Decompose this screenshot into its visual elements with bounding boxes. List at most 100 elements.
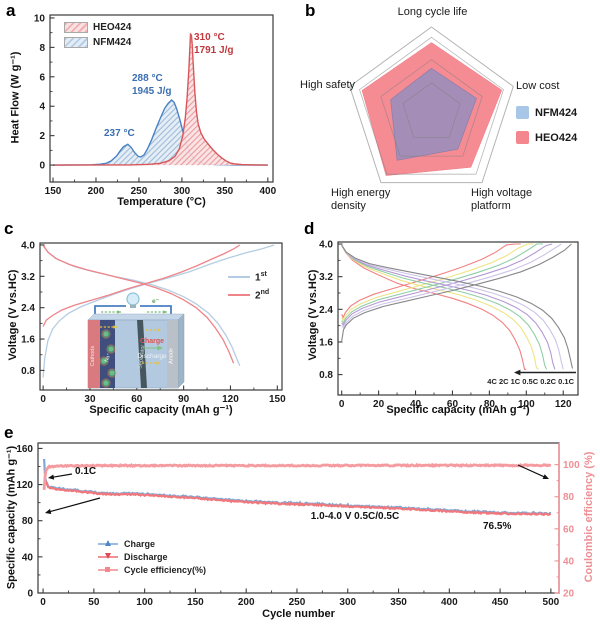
legend-item-nfm424: NFM424 <box>516 106 577 119</box>
radar-grid-ring <box>402 82 461 138</box>
battery-schematic-inset: e⁻ Cathode Na⁺ Separator Anode Charge Discharg… <box>87 292 185 389</box>
electron-label: e⁻ <box>152 298 160 305</box>
y-tick-label: 2 <box>39 131 45 142</box>
triangle-up-marker <box>105 540 111 546</box>
sodium-ion <box>108 369 116 377</box>
legend-item-2nd: 2nd <box>228 289 269 302</box>
panel-c-chart: 0 30 60 90 120 150 0.8 1.6 2.4 3.2 4.0 e⁻ Cathode Na⁺… <box>21 240 286 405</box>
right-y-tick-label: 40 <box>563 556 575 567</box>
y-tick-label: 3.2 <box>21 272 35 283</box>
x-tick-label: 200 <box>238 597 255 608</box>
y-tick-label: 2.4 <box>21 303 35 314</box>
plot-frame <box>49 14 274 183</box>
y-tick-label: 120 <box>16 480 33 491</box>
panel-a-yaxis-label: Heat Flow (W g⁻¹) <box>9 51 22 144</box>
panel-a-letter: a <box>6 1 16 20</box>
discharge-2C <box>341 245 539 370</box>
discharge-0.5C <box>341 245 556 370</box>
2nd-discharge-curve <box>42 244 235 364</box>
annotation-test-condition: 1.0-4.0 V 0.5C/0.5C <box>310 511 400 522</box>
panel-c-legend: 1st 2nd <box>228 271 269 308</box>
x-tick-label: 80 <box>484 399 496 410</box>
legend-item-efficiency: Cycle efficiency(%) <box>98 564 206 575</box>
radar-outer-ring <box>349 26 514 184</box>
discharge-0.2C <box>341 245 564 370</box>
right-y-tick-label: 100 <box>563 460 580 471</box>
y-tick-label: 6 <box>39 72 45 83</box>
x-tick-label: 300 <box>174 186 191 197</box>
y-tick-label: 80 <box>22 516 34 527</box>
y-tick-label: 4 <box>39 102 45 113</box>
x-tick-label: 120 <box>555 399 572 410</box>
triangle-down-marker <box>105 553 111 559</box>
right-y-tick-label: 80 <box>563 492 575 503</box>
square-marker <box>105 567 110 572</box>
y-tick-label: 2.4 <box>319 305 333 316</box>
radar-axis-high-voltage-platform: High voltage platform <box>471 187 533 212</box>
x-tick-label: 40 <box>410 399 422 410</box>
x-tick-label: 150 <box>187 597 204 608</box>
bulb-icon <box>126 292 140 306</box>
discharge-capacity-series <box>43 479 552 517</box>
panel-c-letter: c <box>4 219 14 238</box>
y-tick-label: 0.8 <box>319 370 333 381</box>
panel-e-letter: e <box>4 423 14 442</box>
legend-label: HEO424 <box>535 131 578 144</box>
right-y-tick-label: 20 <box>563 589 575 600</box>
panel-a-chart: 150 200 250 300 350 400 0 2 4 6 8 10 <box>34 13 277 197</box>
x-tick-label: 150 <box>269 394 286 405</box>
x-tick-label: 50 <box>88 597 100 608</box>
x-tick-label: 60 <box>447 399 459 410</box>
annotation-retention: 76.5% <box>483 521 512 532</box>
panel-a-xaxis-label: Temperature (°C) <box>117 196 206 208</box>
y-tick-label: 40 <box>22 552 34 563</box>
panel-b-radar <box>349 26 514 184</box>
panel-e-chart: 0 50 100 150 200 250 300 350 400 450 500 0 40 80 120 16… <box>16 442 580 608</box>
x-tick-label: 200 <box>88 186 105 197</box>
legend-item-charge: Charge <box>98 538 206 549</box>
heo424-swatch <box>64 22 88 33</box>
y-tick-label: 0 <box>39 161 45 172</box>
annotation-237c: 237 °C <box>104 128 135 139</box>
y-tick-label: 4.0 <box>21 240 35 251</box>
legend-item-heo424: HEO424 <box>516 131 577 144</box>
panel-b-legend: NFM424 HEO424 <box>516 106 577 156</box>
sodium-ion <box>100 357 108 365</box>
inset-label: Na⁺ <box>104 352 113 363</box>
first-cycle-line <box>228 276 250 279</box>
y-tick-label: 0.8 <box>21 366 35 377</box>
nfm424-area <box>53 100 268 166</box>
legend-item-nfm424: NFM424 <box>64 37 131 48</box>
inset-label: Anode <box>169 348 175 364</box>
radar-axis-high-energy-density: High energy density <box>331 187 391 212</box>
legend-item-heo424: HEO424 <box>64 22 131 33</box>
heo424-curve <box>52 32 268 166</box>
panel-c-yaxis-label: Voltage (V vs.HC) <box>7 269 19 361</box>
panel-e-right-yaxis-label: Coulombic efficiency (%) <box>583 451 595 583</box>
y-tick-label: 3.2 <box>319 272 333 283</box>
x-tick-label: 120 <box>222 394 239 405</box>
separator-slab <box>137 320 147 388</box>
x-tick-label: 150 <box>45 186 62 197</box>
x-tick-label: 400 <box>441 597 458 608</box>
y-tick-label: 10 <box>34 13 46 24</box>
x-tick-label: 0 <box>339 399 345 410</box>
y-tick-label: 0 <box>27 589 33 600</box>
radar-axis-long-cycle-life: Long cycle life <box>397 6 468 18</box>
annotation-288c: 288 °C 1945 J/g <box>132 73 172 97</box>
radar-axis-low-cost: Low cost <box>516 80 560 92</box>
x-tick-label: 450 <box>492 597 509 608</box>
2nd-charge-curve <box>42 244 241 327</box>
y-tick-label: 1.6 <box>21 335 35 346</box>
charge-4C <box>341 243 521 319</box>
cathode-slab <box>88 320 100 388</box>
annotation-310c: 310 °C 1791 J/g <box>194 32 234 56</box>
y-tick-label: 4.0 <box>319 240 333 251</box>
plot-frame <box>337 241 579 396</box>
efficiency-series <box>42 462 552 491</box>
discharge-line <box>98 553 118 559</box>
x-tick-label: 30 <box>84 394 96 405</box>
panel-d-letter: d <box>304 219 315 238</box>
